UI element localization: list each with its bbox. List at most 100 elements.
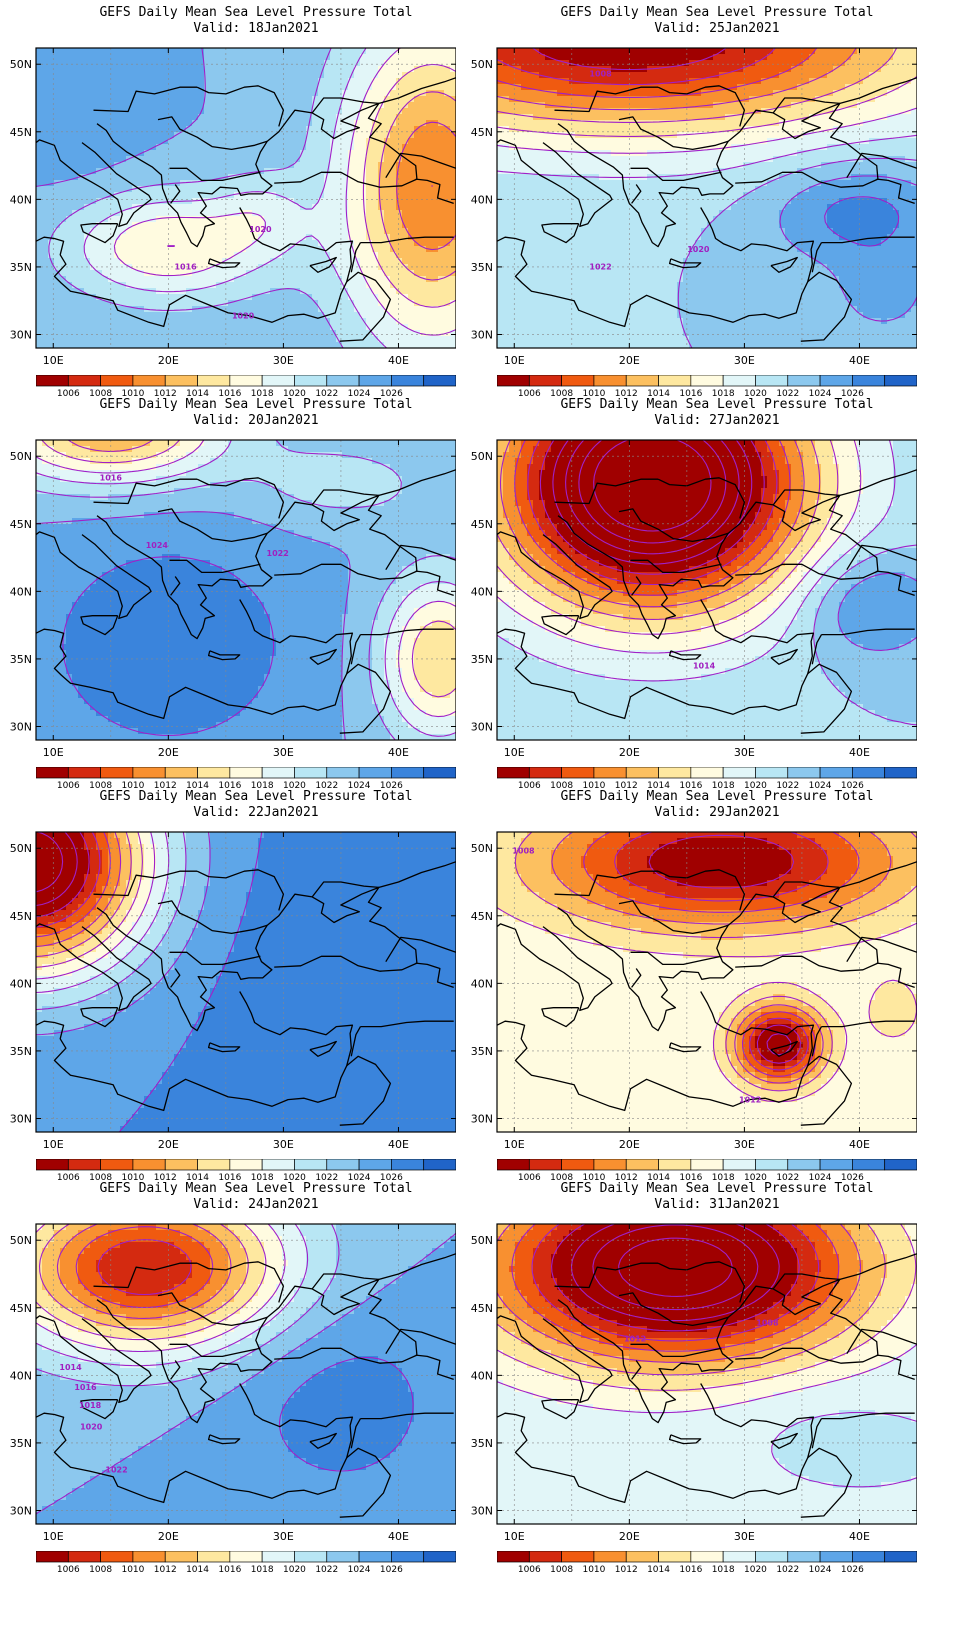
colorbar-label: 1024 bbox=[809, 781, 832, 791]
isobar-line bbox=[551, 1224, 800, 1332]
isobar-label: 1016 bbox=[74, 1383, 97, 1392]
colorbar-swatch bbox=[561, 375, 595, 387]
isobar-line bbox=[539, 440, 765, 575]
colorbar-swatch bbox=[690, 767, 724, 779]
panel-valid-date: Valid: 31Jan2021 bbox=[497, 1197, 937, 1213]
colorbar-swatch bbox=[755, 375, 789, 387]
colorbar-label: 1024 bbox=[809, 1173, 832, 1183]
colorbar-swatch bbox=[229, 1159, 263, 1171]
isobar-line bbox=[618, 1237, 733, 1297]
longitude-tick-label: 20E bbox=[619, 746, 640, 759]
map-panel: GEFS Daily Mean Sea Level Pressure Total… bbox=[461, 392, 943, 802]
colorbar-label: 1020 bbox=[283, 781, 306, 791]
colorbar-swatch bbox=[528, 1551, 562, 1563]
colorbar-label: 1022 bbox=[315, 389, 338, 399]
colorbar-label: 1018 bbox=[712, 389, 735, 399]
isobar-line bbox=[497, 107, 917, 154]
longitude-tick-label: 20E bbox=[158, 1530, 179, 1543]
isobars bbox=[497, 832, 917, 1103]
latitude-tick-label: 35N bbox=[471, 1437, 493, 1450]
longitude-tick-label: 10E bbox=[504, 354, 525, 367]
colorbar: 1006 1008 1010 1012 1014 1016 1018 1020 1022 1024… bbox=[36, 1551, 456, 1575]
isobar-line bbox=[813, 544, 917, 726]
map-frame bbox=[496, 439, 917, 741]
pressure-map: 1020 1016 1020 10E 20E 30E 40E 50N 45N 40N 35N 30N bbox=[10, 47, 456, 367]
colorbar-swatch bbox=[423, 767, 456, 779]
isobar-line bbox=[396, 121, 456, 251]
colorbar-swatch bbox=[884, 1551, 917, 1563]
latitude-tick-label: 35N bbox=[471, 653, 493, 666]
map-frame bbox=[496, 1223, 917, 1525]
colorbar-label: 1010 bbox=[582, 1565, 605, 1575]
isobar-label: 1020 bbox=[687, 245, 710, 254]
panel-title: GEFS Daily Mean Sea Level Pressure Total bbox=[497, 5, 937, 21]
colorbar-label: 1014 bbox=[647, 1565, 670, 1575]
isobar-label: 1018 bbox=[79, 1401, 102, 1410]
latitude-tick-label: 40N bbox=[471, 1369, 493, 1382]
colorbar-label: 1026 bbox=[841, 1173, 864, 1183]
map-panel: GEFS Daily Mean Sea Level Pressure Total… bbox=[0, 392, 482, 802]
isobar-line bbox=[497, 134, 917, 178]
colorbar-label: 1008 bbox=[550, 389, 573, 399]
colorbar-label: 1016 bbox=[679, 389, 702, 399]
colorbar-swatch bbox=[819, 1159, 853, 1171]
panel-title: GEFS Daily Mean Sea Level Pressure Total bbox=[497, 1181, 937, 1197]
isobar-line bbox=[36, 1224, 267, 1341]
isobar-line bbox=[527, 440, 778, 586]
colorbar-label: 1026 bbox=[841, 1565, 864, 1575]
colorbar-swatch bbox=[326, 767, 360, 779]
colorbar-label: 1006 bbox=[518, 781, 541, 791]
colorbar-swatch bbox=[593, 767, 627, 779]
panel-valid-date: Valid: 24Jan2021 bbox=[36, 1197, 476, 1213]
colorbar-label: 1006 bbox=[57, 389, 80, 399]
latitude-tick-label: 40N bbox=[10, 977, 32, 990]
colorbar-label: 1018 bbox=[251, 781, 274, 791]
colorbar-label: 1008 bbox=[89, 1565, 112, 1575]
isobar-label: 1012 bbox=[624, 1335, 646, 1344]
coastlines bbox=[36, 861, 456, 1126]
longitude-tick-label: 40E bbox=[388, 354, 409, 367]
colorbar-label: 1024 bbox=[348, 781, 371, 791]
graticule bbox=[36, 48, 456, 348]
colorbar-swatch bbox=[391, 1551, 425, 1563]
latitude-tick-label: 45N bbox=[471, 1302, 493, 1315]
colorbar-label: 1022 bbox=[315, 1565, 338, 1575]
colorbar-swatch bbox=[561, 1159, 595, 1171]
colorbar-label: 1006 bbox=[57, 781, 80, 791]
isobar-line bbox=[499, 440, 805, 608]
panel-valid-date: Valid: 25Jan2021 bbox=[497, 21, 937, 37]
colorbar-label: 1012 bbox=[615, 1565, 638, 1575]
map-panel: GEFS Daily Mean Sea Level Pressure Total… bbox=[0, 0, 482, 410]
panel-valid-date: Valid: 22Jan2021 bbox=[36, 805, 476, 821]
colorbar-swatch bbox=[358, 375, 392, 387]
pressure-map: 10E 20E 30E 40E 50N 45N 40N 35N 30N bbox=[10, 831, 456, 1151]
isobar-line bbox=[497, 48, 818, 98]
longitude-tick-label: 30E bbox=[273, 746, 294, 759]
longitude-tick-label: 30E bbox=[273, 354, 294, 367]
latitude-tick-label: 50N bbox=[471, 842, 493, 855]
colorbar-label: 1020 bbox=[744, 1173, 767, 1183]
coastlines bbox=[497, 861, 917, 1126]
panel-valid-date: Valid: 18Jan2021 bbox=[36, 21, 476, 37]
isobar-line bbox=[56, 1224, 232, 1319]
colorbar-label: 1020 bbox=[283, 389, 306, 399]
colorbar-swatch bbox=[787, 767, 821, 779]
colorbar-swatch bbox=[593, 375, 627, 387]
longitude-tick-label: 40E bbox=[388, 1138, 409, 1151]
isobar-label: 1008 bbox=[756, 1318, 779, 1327]
panel-title: GEFS Daily Mean Sea Level Pressure Total bbox=[36, 397, 476, 413]
isobar-line bbox=[278, 1356, 414, 1472]
colorbar-swatch bbox=[358, 1551, 392, 1563]
pressure-field bbox=[36, 832, 456, 1132]
longitude-tick-label: 20E bbox=[619, 1138, 640, 1151]
latitude-tick-label: 45N bbox=[471, 910, 493, 923]
colorbar: 1006 1008 1010 1012 1014 1016 1018 1020 1022 1024… bbox=[497, 767, 917, 791]
colorbar: 1006 1008 1010 1012 1014 1016 1018 1020 1022 1024… bbox=[497, 375, 917, 399]
colorbar-swatch bbox=[197, 1551, 231, 1563]
colorbar-swatch bbox=[497, 1551, 530, 1563]
isobars bbox=[36, 1224, 456, 1515]
colorbar-swatch bbox=[497, 1159, 530, 1171]
colorbar-label: 1010 bbox=[121, 1173, 144, 1183]
colorbar-label: 1026 bbox=[380, 1173, 403, 1183]
colorbar: 1006 1008 1010 1012 1014 1016 1018 1020 1022 1024… bbox=[36, 375, 456, 399]
